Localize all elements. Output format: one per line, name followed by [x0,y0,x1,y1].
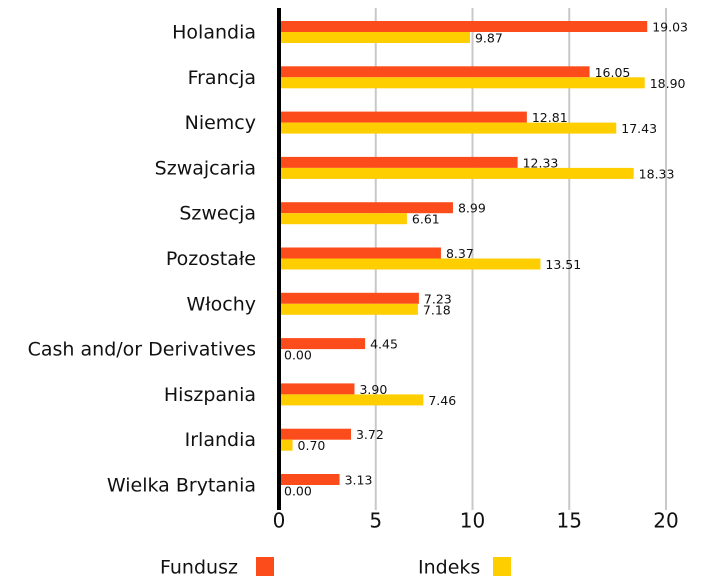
bar [279,258,541,270]
value-label: 9.87 [475,31,503,46]
bar [279,122,617,134]
category-label: Niemcy [185,112,256,134]
category-label: Szwajcaria [155,157,256,179]
bar [279,303,418,315]
legend-label: Fundusz [160,557,238,579]
bar [279,66,590,78]
value-label: 8.37 [446,246,474,261]
value-label: 0.00 [284,348,312,363]
bar [279,202,453,214]
value-label: 19.03 [652,20,688,35]
x-tick-label: 15 [557,509,582,533]
value-label: 16.05 [595,65,631,80]
bar [279,474,340,485]
value-label: 3.13 [345,473,373,488]
value-label: 8.99 [458,201,486,216]
bar [279,32,470,43]
category-label: Holandia [172,22,256,44]
bar [279,111,527,123]
category-label: Włochy [186,293,256,315]
legend-swatch [256,557,274,576]
value-label: 4.45 [370,337,398,352]
value-label: 18.90 [650,76,686,91]
bar [279,167,634,179]
category-label: Irlandia [185,429,256,451]
value-label: 0.70 [298,438,326,453]
bar [279,439,293,451]
category-label: Wielka Brytania [107,475,256,497]
bar [279,383,355,395]
value-label: 3.90 [359,382,387,397]
category-label: Pozostałe [166,248,256,270]
value-label: 12.33 [523,155,559,170]
bar [279,428,351,440]
bar [279,77,645,89]
bar [279,213,407,225]
x-tick-label: 10 [460,509,485,533]
bar [279,338,366,350]
bar [279,21,648,32]
value-label: 6.61 [412,212,440,227]
value-label: 7.23 [424,291,452,306]
value-label: 7.46 [428,393,456,408]
category-label: Szwecja [179,203,256,225]
value-label: 7.18 [423,302,451,317]
value-label: 12.81 [532,110,568,125]
category-label: Hiszpania [164,384,256,406]
value-label: 13.51 [545,257,581,272]
legend-label: Indeks [418,557,480,579]
bar [279,156,518,168]
category-label: Francja [188,67,256,89]
category-label: Cash and/or Derivatives [28,339,256,361]
x-tick-label: 20 [653,509,678,533]
bar [279,292,419,304]
value-label: 17.43 [621,121,657,136]
value-label: 18.33 [639,166,675,181]
bar [279,247,441,259]
legend-swatch [493,557,511,576]
value-label: 3.72 [356,427,384,442]
value-label: 0.00 [284,484,312,499]
x-tick-label: 0 [273,509,286,533]
x-tick-label: 5 [369,509,382,533]
bar [279,394,424,406]
